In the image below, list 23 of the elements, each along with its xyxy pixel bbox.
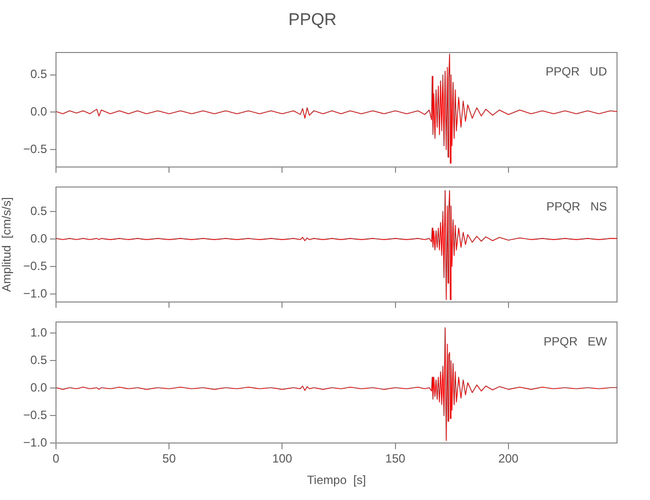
y-tick-label: −1.0 <box>23 286 48 300</box>
y-tick-label: 0.0 <box>30 231 48 246</box>
annotation: PPQR UD <box>546 64 608 79</box>
chart-title: PPQR <box>288 10 337 29</box>
x-tick-label: 100 <box>272 452 293 466</box>
y-tick-label: −0.5 <box>23 258 48 273</box>
y-axis-title: Amplitud [cm/s/s] <box>0 197 14 292</box>
annotation: PPQR EW <box>544 334 608 349</box>
y-tick-label: 1.0 <box>30 326 48 340</box>
annotation: PPQR NS <box>546 200 607 214</box>
y-tick-label: −1.0 <box>23 436 48 450</box>
x-axis-title: Tiempo [s] <box>307 473 366 488</box>
y-tick-label: 0.5 <box>30 353 48 368</box>
x-tick-label: 150 <box>385 452 406 466</box>
y-tick-label: 0.5 <box>30 204 48 218</box>
y-tick-label: 0.5 <box>30 67 48 82</box>
y-tick-label: −0.5 <box>23 408 48 422</box>
x-tick-label: 50 <box>162 452 176 466</box>
y-tick-label: −0.5 <box>23 142 48 156</box>
y-tick-label: 0.0 <box>30 104 48 119</box>
y-tick-label: 0.0 <box>30 380 48 395</box>
x-tick-label: 200 <box>498 452 519 466</box>
x-tick-label: 0 <box>52 452 60 466</box>
